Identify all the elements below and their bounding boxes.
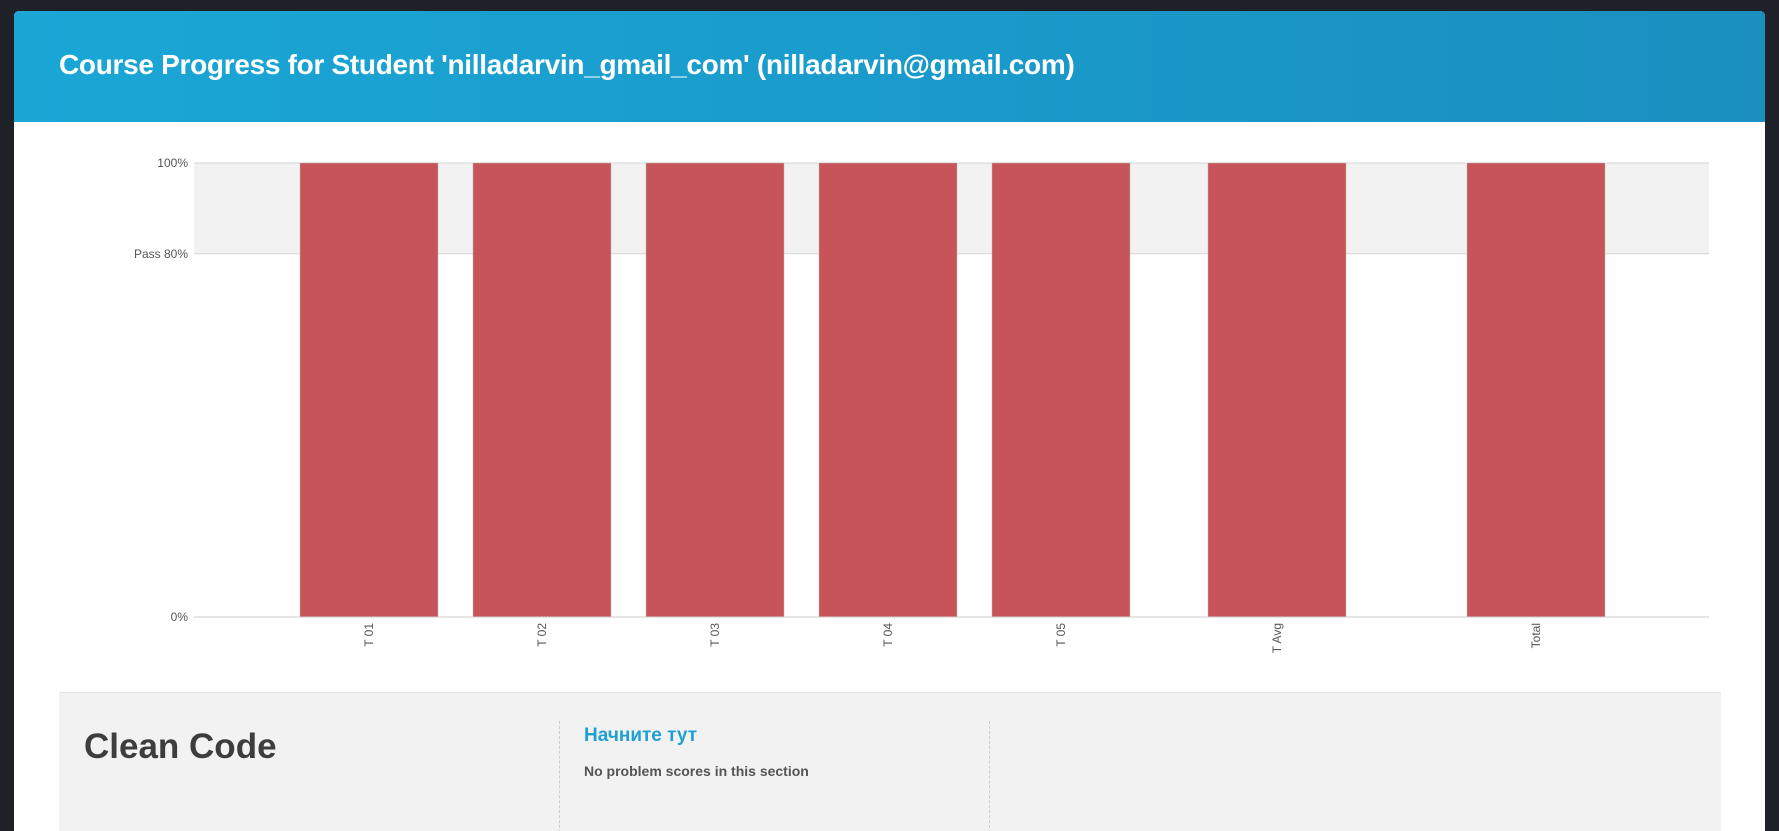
column-divider [989,721,990,831]
bar-t-04 [818,162,958,618]
progress-card: Course Progress for Student 'nilladarvin… [14,11,1765,831]
bar-t-03 [645,162,785,618]
bar-t-02 [472,162,612,618]
x-tick-label: T 02 [535,623,549,647]
chapter-title: Clean Code [84,727,277,766]
subsection-link[interactable]: Начните тут [584,725,698,746]
x-tick-label: T 03 [708,623,722,647]
subsection-note: No problem scores in this section [584,763,809,779]
bar-t-01 [299,162,439,618]
page-header: Course Progress for Student 'nilladarvin… [14,11,1765,122]
y-tick-label: Pass 80% [134,247,188,261]
bar-t-avg [1207,162,1347,618]
bar-t-05 [991,162,1131,618]
x-tick-label: T Avg [1270,623,1284,653]
x-tick-label: T 04 [881,623,895,647]
x-tick-label: Total [1529,623,1543,648]
y-tick-label: 0% [171,610,189,624]
grade-chart: 100% Pass 80% 0% T 01 T 02 T 03 T 04 T 05 T Avg T… [14,122,1765,692]
grade-chart-svg: 100% Pass 80% 0% T 01 T 02 T 03 T 04 T 05 T Avg T… [134,156,1709,653]
x-tick-label: T 05 [1054,623,1068,647]
chapter-section: Clean Code Начните тут No problem scores… [59,692,1721,831]
column-divider [559,721,560,831]
page-title: Course Progress for Student 'nilladarvin… [59,49,1075,80]
bar-total [1466,162,1606,618]
x-tick-label: T 01 [362,623,376,647]
y-tick-label: 100% [157,156,188,170]
